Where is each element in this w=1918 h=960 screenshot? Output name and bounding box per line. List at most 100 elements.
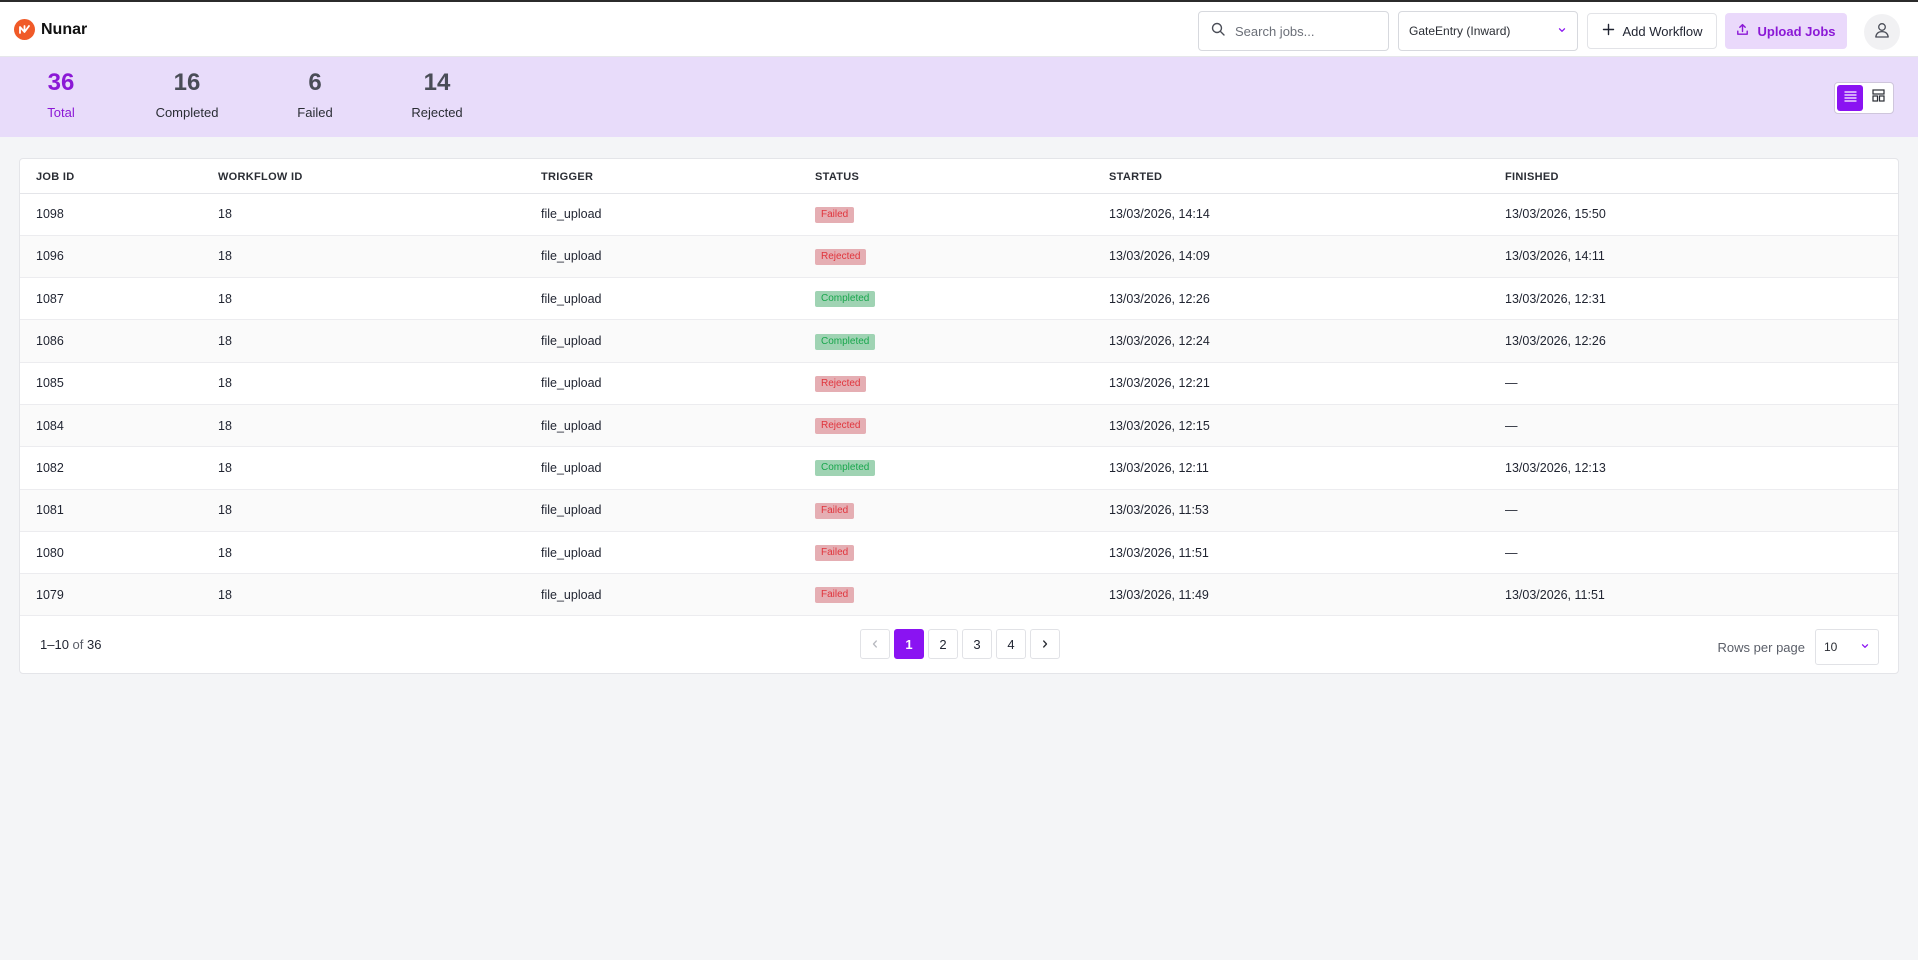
stat-label: Completed bbox=[155, 105, 219, 120]
finished-cell: 13/03/2026, 14:11 bbox=[1505, 235, 1898, 279]
started-cell: 13/03/2026, 14:14 bbox=[1109, 193, 1505, 236]
status-badge: Failed bbox=[815, 545, 855, 562]
range-of-label: of bbox=[72, 637, 84, 652]
stat-value: 16 bbox=[173, 69, 201, 96]
workflow-id-cell: 18 bbox=[218, 531, 541, 575]
stat-label: Rejected bbox=[411, 105, 463, 120]
table-row[interactable]: 1081 18 file_upload Failed 13/03/2026, 1… bbox=[20, 489, 1898, 532]
status-cell: Rejected bbox=[815, 404, 1109, 448]
previous-page-button[interactable] bbox=[860, 629, 890, 659]
user-avatar[interactable] bbox=[1864, 14, 1900, 50]
status-cell: Completed bbox=[815, 277, 1109, 321]
table-row[interactable]: 1082 18 file_upload Completed 13/03/2026… bbox=[20, 446, 1898, 490]
search-box[interactable] bbox=[1198, 11, 1389, 51]
status-cell: Rejected bbox=[815, 362, 1109, 405]
workflow-id-cell: 18 bbox=[218, 446, 541, 490]
rows-per-page-select[interactable]: 10 bbox=[1815, 629, 1879, 665]
rows-per-page: Rows per page 10 bbox=[1718, 629, 1879, 665]
window-top-border bbox=[0, 0, 1918, 2]
table-row[interactable]: 1086 18 file_upload Completed 13/03/2026… bbox=[20, 319, 1898, 363]
status-cell: Completed bbox=[815, 446, 1109, 490]
status-badge: Failed bbox=[815, 502, 855, 519]
list-view-button[interactable] bbox=[1837, 85, 1863, 111]
next-page-button[interactable] bbox=[1030, 629, 1060, 659]
search-input[interactable] bbox=[1235, 23, 1375, 39]
status-cell: Failed bbox=[815, 531, 1109, 575]
status-badge: Rejected bbox=[815, 248, 867, 265]
started-cell: 13/03/2026, 12:11 bbox=[1109, 446, 1505, 490]
table-row[interactable]: 1096 18 file_upload Rejected 13/03/2026,… bbox=[20, 235, 1898, 279]
page-button-3[interactable]: 3 bbox=[962, 629, 992, 659]
trigger-cell: file_upload bbox=[541, 362, 815, 405]
table-row[interactable]: 1098 18 file_upload Failed 13/03/2026, 1… bbox=[20, 193, 1898, 236]
nunar-logo-icon bbox=[14, 19, 35, 40]
trigger-cell: file_upload bbox=[541, 404, 815, 448]
status-cell: Rejected bbox=[815, 235, 1109, 279]
chevron-down-icon bbox=[1860, 640, 1870, 654]
page-button-1[interactable]: 1 bbox=[894, 629, 924, 659]
chevron-right-icon bbox=[1040, 637, 1050, 652]
table-row[interactable]: 1084 18 file_upload Rejected 13/03/2026,… bbox=[20, 404, 1898, 448]
started-cell: 13/03/2026, 14:09 bbox=[1109, 235, 1505, 279]
rows-per-page-label: Rows per page bbox=[1717, 639, 1805, 655]
finished-cell: 13/03/2026, 15:50 bbox=[1505, 193, 1898, 236]
card-view-button[interactable] bbox=[1865, 85, 1891, 111]
range-total: 36 bbox=[87, 637, 102, 652]
range-text: 1–10 bbox=[40, 637, 69, 652]
column-header-workflow-id[interactable]: WORKFLOW ID bbox=[218, 159, 541, 194]
job-id-cell: 1096 bbox=[20, 235, 218, 279]
job-id-cell: 1086 bbox=[20, 319, 218, 363]
trigger-cell: file_upload bbox=[541, 319, 815, 363]
stat-value: 14 bbox=[423, 69, 451, 96]
table-row[interactable]: 1080 18 file_upload Failed 13/03/2026, 1… bbox=[20, 531, 1898, 575]
page-button-4[interactable]: 4 bbox=[996, 629, 1026, 659]
stat-rejected[interactable]: 14 Rejected bbox=[377, 69, 497, 120]
column-header-job-id[interactable]: JOB ID bbox=[20, 159, 218, 194]
brand[interactable]: Nunar bbox=[14, 19, 87, 40]
table-row[interactable]: 1087 18 file_upload Completed 13/03/2026… bbox=[20, 277, 1898, 321]
trigger-cell: file_upload bbox=[541, 193, 815, 236]
table-row[interactable]: 1079 18 file_upload Failed 13/03/2026, 1… bbox=[20, 573, 1898, 617]
job-id-cell: 1082 bbox=[20, 446, 218, 490]
workflow-id-cell: 18 bbox=[218, 319, 541, 363]
add-workflow-button[interactable]: Add Workflow bbox=[1587, 13, 1717, 49]
add-workflow-label: Add Workflow bbox=[1622, 23, 1703, 39]
job-id-cell: 1079 bbox=[20, 573, 218, 617]
stat-label: Failed bbox=[297, 105, 333, 120]
workflow-select[interactable]: GateEntry (Inward) bbox=[1398, 11, 1578, 51]
finished-cell: — bbox=[1505, 489, 1898, 532]
job-id-cell: 1098 bbox=[20, 193, 218, 236]
status-cell: Failed bbox=[815, 489, 1109, 532]
finished-cell: — bbox=[1505, 531, 1898, 575]
status-badge: Rejected bbox=[815, 375, 867, 392]
trigger-cell: file_upload bbox=[541, 489, 815, 532]
job-id-cell: 1081 bbox=[20, 489, 218, 532]
status-badge: Failed bbox=[815, 587, 855, 604]
stat-total[interactable]: 36 Total bbox=[1, 69, 121, 120]
upload-jobs-button[interactable]: Upload Jobs bbox=[1725, 13, 1847, 49]
stat-completed[interactable]: 16 Completed bbox=[127, 69, 247, 120]
workflow-id-cell: 18 bbox=[218, 404, 541, 448]
job-id-cell: 1085 bbox=[20, 362, 218, 405]
list-view-icon bbox=[1843, 89, 1857, 107]
status-badge: Completed bbox=[815, 291, 876, 308]
started-cell: 13/03/2026, 11:51 bbox=[1109, 531, 1505, 575]
finished-cell: — bbox=[1505, 362, 1898, 405]
finished-cell: 13/03/2026, 12:31 bbox=[1505, 277, 1898, 321]
finished-cell: 13/03/2026, 12:26 bbox=[1505, 319, 1898, 363]
pagination-range: 1–10 of 36 bbox=[40, 637, 101, 652]
status-cell: Failed bbox=[815, 193, 1109, 236]
page-button-2[interactable]: 2 bbox=[928, 629, 958, 659]
finished-cell: 13/03/2026, 11:51 bbox=[1505, 573, 1898, 617]
column-header-started[interactable]: STARTED bbox=[1109, 159, 1505, 194]
stat-value: 36 bbox=[47, 69, 75, 96]
column-header-finished[interactable]: FINISHED bbox=[1505, 159, 1898, 194]
column-header-status[interactable]: STATUS bbox=[815, 159, 1109, 194]
column-header-trigger[interactable]: TRIGGER bbox=[541, 159, 815, 194]
upload-icon bbox=[1736, 23, 1749, 39]
stats-bar: 36 Total 16 Completed 6 Failed 14 Reject… bbox=[0, 57, 1918, 137]
stat-failed[interactable]: 6 Failed bbox=[255, 69, 375, 120]
trigger-cell: file_upload bbox=[541, 573, 815, 617]
table-row[interactable]: 1085 18 file_upload Rejected 13/03/2026,… bbox=[20, 362, 1898, 405]
pagination: 1 2 3 4 bbox=[860, 629, 1060, 659]
